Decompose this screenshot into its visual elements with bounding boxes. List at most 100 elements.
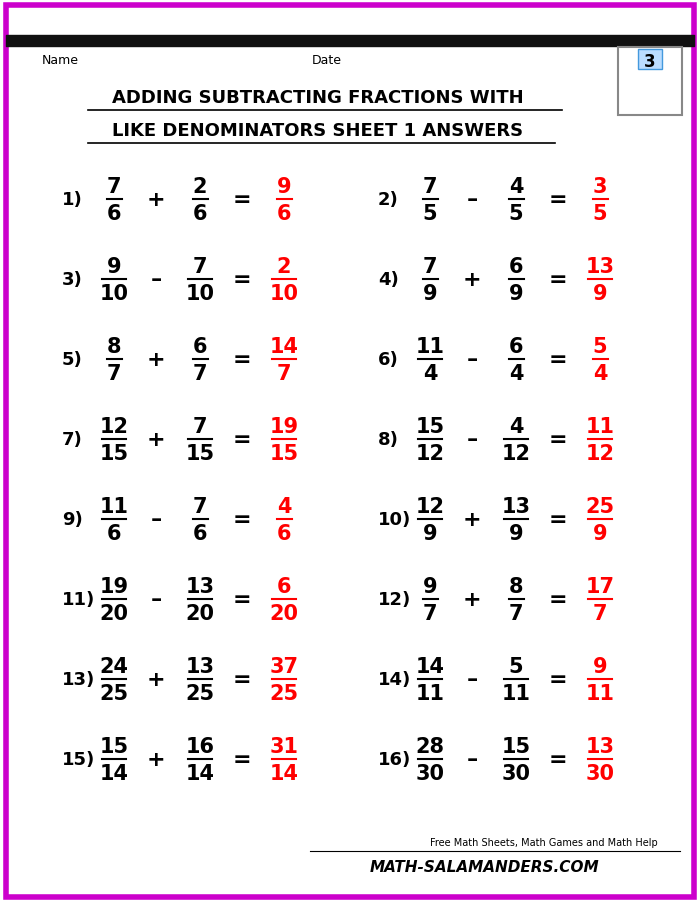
Text: 8: 8 [509, 576, 524, 596]
Text: 11: 11 [585, 684, 615, 703]
Text: 20: 20 [186, 603, 214, 623]
Text: 6: 6 [193, 337, 207, 357]
Text: 9: 9 [593, 524, 608, 544]
Text: 9: 9 [509, 524, 524, 544]
Text: +: + [147, 190, 165, 209]
Text: 9: 9 [593, 284, 608, 303]
Text: =: = [549, 590, 567, 610]
Text: 14): 14) [378, 670, 412, 688]
Text: Date: Date [312, 54, 342, 67]
Text: +: + [463, 270, 482, 290]
Text: 13: 13 [585, 256, 615, 276]
Text: 16: 16 [186, 736, 214, 756]
Text: 14: 14 [186, 763, 214, 783]
Text: 16): 16) [378, 750, 412, 768]
Text: 6: 6 [276, 204, 291, 224]
Text: 6: 6 [106, 204, 121, 224]
Text: =: = [549, 669, 567, 689]
Text: 9: 9 [423, 524, 438, 544]
Text: 12): 12) [378, 591, 412, 609]
Text: 3: 3 [593, 177, 608, 197]
Text: 14: 14 [416, 656, 444, 676]
Text: =: = [232, 669, 251, 689]
Text: 9: 9 [423, 576, 438, 596]
Text: –: – [466, 669, 477, 689]
Text: MATH-SALAMANDERS.COM: MATH-SALAMANDERS.COM [370, 860, 600, 874]
Text: 13: 13 [585, 736, 615, 756]
Text: 25: 25 [186, 684, 215, 703]
Text: –: – [466, 190, 477, 209]
Text: 15: 15 [270, 443, 299, 463]
Text: 7: 7 [276, 364, 291, 384]
Text: 7: 7 [106, 364, 121, 384]
Text: 11: 11 [99, 497, 129, 517]
Text: 11: 11 [416, 337, 444, 357]
Text: 5: 5 [509, 656, 524, 676]
Text: 5: 5 [509, 204, 524, 224]
Text: 11: 11 [585, 416, 615, 436]
Text: 9): 9) [62, 510, 83, 528]
Text: 7: 7 [423, 256, 438, 276]
Text: 7: 7 [193, 256, 207, 276]
Text: 6: 6 [193, 204, 207, 224]
Text: =: = [549, 349, 567, 369]
Text: 15: 15 [415, 416, 444, 436]
Text: 5): 5) [62, 350, 83, 368]
Text: 4: 4 [509, 177, 524, 197]
Text: 15: 15 [99, 736, 129, 756]
Text: 4: 4 [276, 497, 291, 517]
Text: 6: 6 [193, 524, 207, 544]
Text: 13: 13 [186, 656, 214, 676]
Text: +: + [463, 509, 482, 529]
Text: 6: 6 [509, 337, 524, 357]
Text: 15: 15 [501, 736, 531, 756]
Text: +: + [147, 749, 165, 769]
Text: 7: 7 [106, 177, 121, 197]
Text: 4: 4 [593, 364, 608, 384]
Text: –: – [150, 590, 162, 610]
Text: 7: 7 [423, 177, 438, 197]
Text: 5: 5 [593, 337, 608, 357]
Text: 6: 6 [276, 576, 291, 596]
Text: 6: 6 [106, 524, 121, 544]
Text: +: + [147, 669, 165, 689]
Text: =: = [549, 430, 567, 450]
Text: 13): 13) [62, 670, 95, 688]
Text: 9: 9 [276, 177, 291, 197]
Text: =: = [549, 749, 567, 769]
Text: 7: 7 [193, 416, 207, 436]
Text: +: + [147, 349, 165, 369]
Text: 5: 5 [593, 204, 608, 224]
Text: ADDING SUBTRACTING FRACTIONS WITH: ADDING SUBTRACTING FRACTIONS WITH [112, 88, 524, 107]
Text: 4: 4 [509, 416, 524, 436]
Text: 20: 20 [99, 603, 129, 623]
Text: 14: 14 [270, 763, 298, 783]
Text: =: = [549, 190, 567, 209]
Text: 17: 17 [585, 576, 615, 596]
Text: 13: 13 [186, 576, 214, 596]
Text: Free Math Sheets, Math Games and Math Help: Free Math Sheets, Math Games and Math He… [430, 837, 658, 847]
Text: =: = [549, 270, 567, 290]
Text: 20: 20 [270, 603, 298, 623]
Text: 12: 12 [501, 443, 531, 463]
Text: 12: 12 [416, 497, 444, 517]
Text: =: = [549, 509, 567, 529]
Text: 25: 25 [270, 684, 299, 703]
Text: 30: 30 [416, 763, 444, 783]
Text: 9: 9 [423, 284, 438, 303]
Text: –: – [466, 430, 477, 450]
Text: 12: 12 [416, 443, 444, 463]
Text: 9: 9 [106, 256, 121, 276]
Text: =: = [232, 430, 251, 450]
Text: 10): 10) [378, 510, 412, 528]
Text: 19: 19 [99, 576, 129, 596]
Text: 25: 25 [585, 497, 615, 517]
Text: 14: 14 [99, 763, 129, 783]
FancyBboxPatch shape [618, 48, 682, 116]
FancyBboxPatch shape [638, 50, 662, 70]
Text: 10: 10 [270, 284, 298, 303]
Text: =: = [232, 590, 251, 610]
Text: 7: 7 [193, 364, 207, 384]
Text: 11: 11 [416, 684, 444, 703]
Text: –: – [466, 349, 477, 369]
